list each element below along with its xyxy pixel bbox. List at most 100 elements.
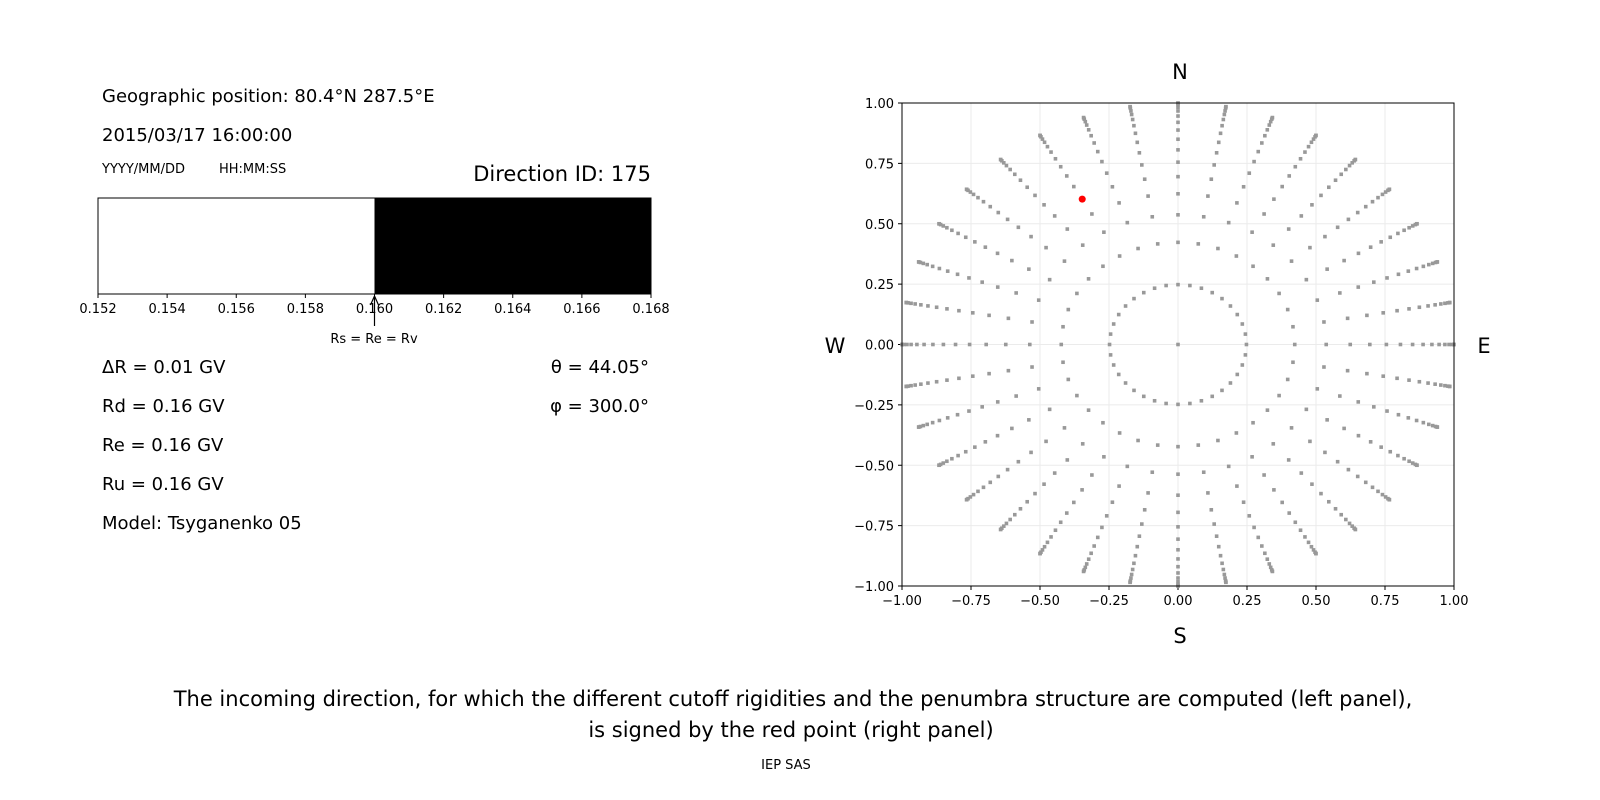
grid-point: [1226, 220, 1231, 225]
grid-point: [1308, 245, 1312, 250]
grid-point: [1353, 157, 1358, 162]
grid-point: [909, 383, 913, 388]
grid-point: [1132, 388, 1136, 393]
phi-value: φ = 300.0°: [550, 396, 649, 417]
grid-point: [1117, 254, 1122, 258]
grid-point: [1426, 422, 1431, 427]
grid-point: [945, 269, 950, 273]
grid-point: [1137, 151, 1142, 155]
grid-point: [1117, 484, 1121, 488]
rd-value: Rd = 0.16 GV: [102, 396, 225, 417]
x-tick-label: 0.75: [1371, 594, 1400, 609]
grid-point: [1342, 258, 1346, 263]
grid-point: [1047, 277, 1052, 282]
grid-point: [1214, 151, 1219, 155]
grid-point: [937, 463, 941, 468]
grid-point: [1437, 342, 1441, 347]
compass-west: W: [825, 334, 846, 358]
grid-point: [1339, 172, 1344, 177]
grid-point: [1018, 506, 1023, 511]
grid-point: [967, 409, 971, 413]
grid-point: [1443, 342, 1447, 347]
grid-point: [1176, 342, 1180, 347]
grid-point: [987, 313, 991, 318]
grid-point: [1348, 342, 1353, 347]
grid-point: [1066, 377, 1071, 382]
grid-point: [1164, 283, 1168, 288]
grid-point: [1251, 420, 1255, 425]
x-tick-label: 0.154: [149, 302, 186, 317]
grid-point: [1210, 290, 1215, 295]
grid-point: [1072, 184, 1076, 189]
grid-point: [1311, 548, 1316, 552]
grid-point: [981, 199, 986, 204]
grid-point: [913, 302, 917, 306]
grid-point: [1133, 553, 1138, 558]
grid-point: [1407, 307, 1411, 311]
y-tick-label: −1.00: [854, 580, 894, 595]
grid-point: [1142, 507, 1147, 512]
grid-point: [1176, 402, 1180, 407]
grid-point: [971, 492, 976, 497]
grid-point: [1368, 342, 1372, 347]
grid-point: [1216, 246, 1220, 251]
grid-point: [945, 416, 950, 420]
x-tick-label: −0.50: [1020, 594, 1060, 609]
grid-point: [1117, 431, 1122, 435]
grid-point: [1006, 316, 1011, 321]
grid-point: [1447, 342, 1451, 347]
grid-point: [1251, 264, 1255, 269]
grid-point: [1129, 112, 1134, 117]
caption-line-1: The incoming direction, for which the di…: [173, 687, 1413, 711]
grid-point: [1152, 398, 1157, 403]
grid-point: [922, 342, 926, 347]
grid-point: [1086, 408, 1091, 412]
grid-point: [1129, 576, 1133, 580]
grid-point: [1306, 144, 1311, 149]
grid-point: [973, 445, 977, 449]
grid-point: [980, 405, 984, 409]
grid-point: [1291, 360, 1295, 365]
grid-point: [930, 420, 935, 425]
date-format-label: YYYY/MM/DD: [101, 162, 185, 177]
grid-point: [1235, 372, 1240, 377]
grid-point: [1018, 178, 1023, 183]
grid-point: [1426, 304, 1430, 308]
grid-point: [1271, 243, 1276, 247]
grid-point: [1356, 400, 1361, 404]
grid-point: [1309, 140, 1314, 145]
grid-point: [1228, 304, 1233, 308]
x-tick-label: 0.162: [425, 302, 462, 317]
grid-point: [1133, 131, 1138, 136]
grid-point: [1235, 312, 1240, 317]
grid-point: [1176, 472, 1180, 476]
grid-point: [1141, 290, 1146, 295]
grid-point: [1234, 431, 1239, 435]
grid-point: [1025, 185, 1030, 190]
grid-point: [1240, 322, 1245, 326]
grid-point: [1252, 159, 1256, 164]
grid-point: [1433, 303, 1437, 307]
grid-point: [1439, 383, 1443, 387]
grid-point: [1176, 510, 1180, 515]
grid-point: [1247, 171, 1252, 175]
grid-point: [1293, 520, 1298, 525]
grid-point: [1322, 365, 1326, 369]
grid-point: [1206, 491, 1210, 495]
grid-point: [1016, 459, 1021, 464]
grid-point: [925, 262, 930, 267]
grid-point: [1058, 164, 1063, 169]
grid-point: [1443, 301, 1447, 306]
grid-point: [1220, 388, 1224, 393]
grid-point: [1430, 423, 1435, 428]
grid-point: [1430, 261, 1435, 266]
grid-point: [1136, 438, 1140, 443]
grid-point: [1072, 500, 1076, 505]
grid-point: [1228, 381, 1233, 385]
x-tick-label: −0.25: [1089, 594, 1129, 609]
y-tick-label: 1.00: [865, 97, 894, 112]
grid-point: [967, 276, 971, 280]
grid-point: [1201, 214, 1206, 219]
grid-point: [1052, 471, 1057, 475]
grid-point: [1306, 540, 1311, 545]
